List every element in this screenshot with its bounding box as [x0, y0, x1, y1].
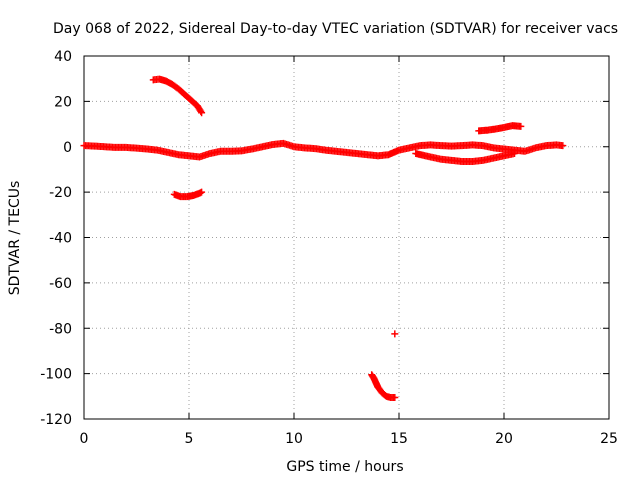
plot-frame — [83, 55, 610, 420]
y-tick-label: -40 — [49, 231, 72, 247]
data-point — [391, 330, 399, 338]
x-tick-label: 5 — [185, 431, 194, 447]
y-tick-label: 20 — [54, 94, 72, 110]
series-lower-left-arc — [170, 188, 206, 201]
x-tick-label: 20 — [495, 431, 513, 447]
y-tick-label: -60 — [49, 276, 72, 292]
series-upper-left-arc — [149, 75, 206, 117]
data-marks — [80, 75, 567, 401]
x-tick-label: 15 — [390, 431, 408, 447]
data-point — [197, 107, 205, 115]
y-axis-label: SDTVAR / TECUs — [7, 181, 23, 296]
x-axis: 0 5 10 15 20 25 — [80, 56, 618, 447]
data-point — [559, 142, 567, 150]
chart-title: Day 068 of 2022, Sidereal Day-to-day VTE… — [53, 21, 618, 37]
grid — [84, 56, 609, 419]
data-point — [517, 122, 525, 130]
y-tick-label: -20 — [49, 185, 72, 201]
x-tick-label: 0 — [80, 431, 89, 447]
y-axis: 40 20 0 -20 -40 -60 -80 -100 -120 — [40, 49, 609, 428]
data-point — [391, 393, 399, 401]
series-upper-right-arc — [475, 122, 525, 135]
series-main-band — [80, 139, 567, 161]
x-axis-label: GPS time / hours — [286, 459, 403, 475]
y-tick-label: 40 — [54, 49, 72, 65]
series-lower-branch — [412, 150, 518, 165]
x-tick-label: 25 — [600, 431, 618, 447]
y-tick-label: 0 — [63, 140, 72, 156]
series-deep-dip — [368, 371, 399, 401]
data-point — [511, 150, 518, 158]
y-tick-label: -80 — [49, 321, 72, 337]
data-point — [198, 188, 206, 196]
y-tick-label: -120 — [40, 412, 72, 428]
series-isolated-point — [391, 330, 399, 338]
y-tick-label: -100 — [40, 367, 72, 383]
x-tick-label: 10 — [285, 431, 303, 447]
data-point — [198, 109, 206, 117]
